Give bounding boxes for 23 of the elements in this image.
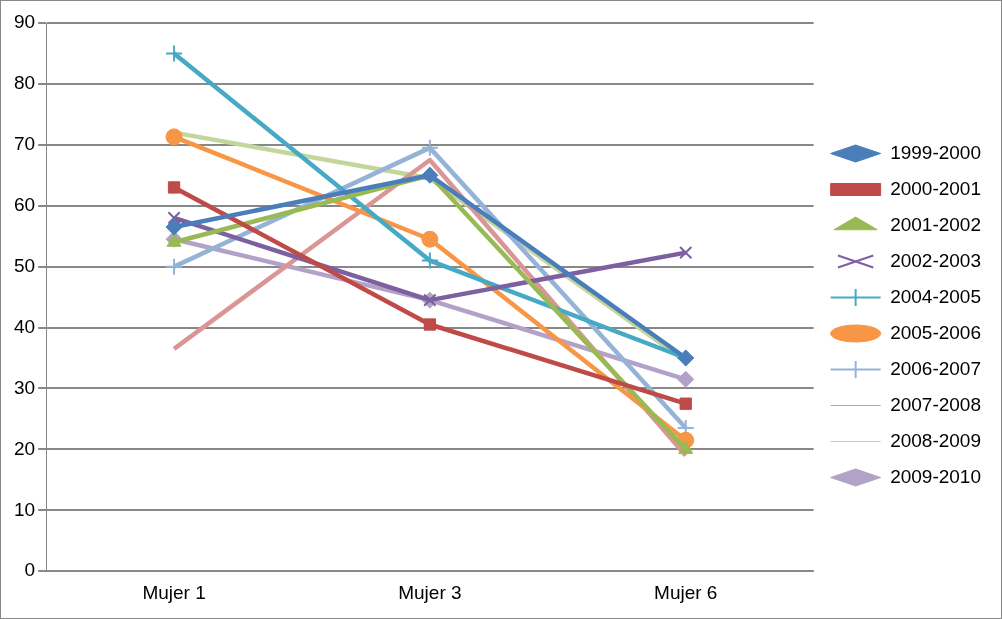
y-tick-label: 0	[24, 559, 36, 581]
legend-label: 2006-2007	[890, 357, 982, 379]
y-tick-label: 30	[13, 376, 36, 398]
y-tick-label: 90	[13, 11, 36, 33]
legend-label: 2002-2003	[890, 249, 982, 271]
legend-label: 2001-2002	[890, 213, 982, 235]
legend-label: 2009-2010	[890, 465, 982, 487]
legend-label: 1999-2000	[890, 141, 982, 163]
y-tick-label: 60	[13, 193, 36, 215]
legend-label: 2008-2009	[890, 429, 982, 451]
legend-label: 2004-2005	[890, 285, 982, 307]
y-tick-label: 20	[13, 437, 36, 459]
y-tick-label: 10	[13, 498, 36, 520]
x-tick-label: Mujer 3	[398, 581, 462, 603]
y-tick-label: 80	[13, 72, 36, 94]
x-tick-label: Mujer 6	[654, 581, 718, 603]
legend-label: 2007-2008	[890, 393, 982, 415]
y-tick-label: 40	[13, 315, 36, 337]
x-tick-label: Mujer 1	[142, 581, 206, 603]
legend-label: 2000-2001	[890, 177, 982, 199]
y-tick-label: 70	[13, 133, 36, 155]
legend-label: 2005-2006	[890, 321, 982, 343]
y-tick-label: 50	[13, 254, 36, 276]
